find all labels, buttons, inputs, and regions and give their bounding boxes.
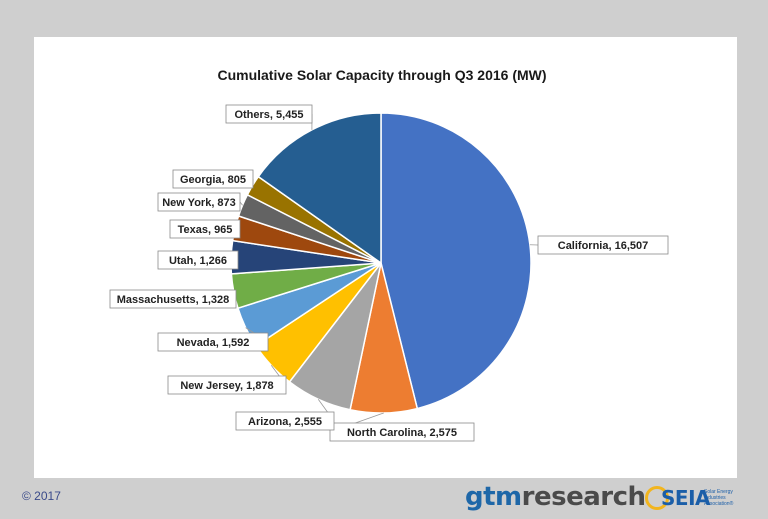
seia-logo-subtext: Solar Energy Industries Association® — [704, 489, 734, 507]
data-label-new-york: New York, 873 — [162, 197, 236, 209]
data-label-california: California, 16,507 — [558, 240, 649, 252]
data-label-texas: Texas, 965 — [178, 224, 233, 236]
data-label-north-carolina: North Carolina, 2,575 — [347, 427, 457, 439]
data-label-georgia: Georgia, 805 — [180, 174, 246, 186]
data-label-nevada: Nevada, 1,592 — [177, 337, 250, 349]
data-label-utah: Utah, 1,266 — [169, 255, 227, 267]
logo-gtm-part: gtm — [465, 482, 522, 512]
data-label-box — [225, 104, 313, 124]
data-label-arizona: Arizona, 2,555 — [248, 416, 322, 428]
seia-logo-text: SEIA — [661, 486, 711, 510]
data-label-box — [157, 332, 269, 352]
data-label-box — [109, 289, 237, 309]
data-label-box — [169, 219, 241, 239]
chart-panel: Cumulative Solar Capacity through Q3 201… — [34, 37, 737, 478]
copyright-text: © 2017 — [22, 489, 61, 503]
gtm-research-logo: gtmresearch — [465, 482, 646, 512]
pie-chart: Cumulative Solar Capacity through Q3 201… — [109, 67, 669, 442]
sun-icon — [645, 486, 669, 510]
data-label-box — [329, 422, 475, 442]
data-label-box — [157, 250, 239, 270]
logo-research-part: research — [521, 482, 646, 512]
data-label-new-jersey: New Jersey, 1,878 — [180, 380, 273, 392]
data-label-massachusetts: Massachusetts, 1,328 — [117, 294, 230, 306]
data-label-box — [172, 169, 254, 189]
data-label-others: Others, 5,455 — [234, 109, 303, 121]
pie-slice-others — [257, 112, 382, 265]
data-label-box — [157, 192, 241, 212]
chart-title: Cumulative Solar Capacity through Q3 201… — [217, 67, 546, 83]
data-label-box — [235, 411, 335, 431]
data-label-box — [167, 375, 287, 395]
leader-line — [239, 201, 243, 206]
data-label-box — [537, 235, 669, 255]
pie-slice-california — [380, 112, 532, 410]
seia-logo: SEIA Solar Energy Industries Association… — [641, 484, 746, 514]
